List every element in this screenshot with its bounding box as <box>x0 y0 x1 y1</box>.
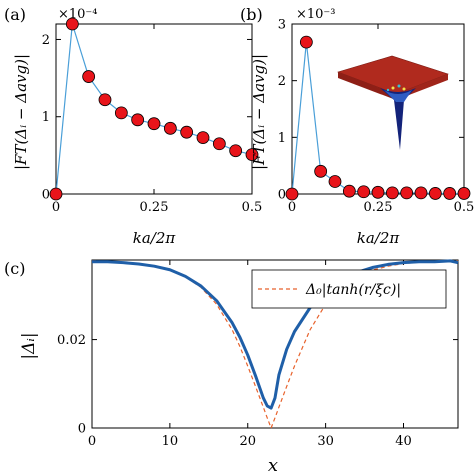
panel-c-marks <box>91 259 459 430</box>
panel-a-point <box>245 148 259 161</box>
panel-c-frame <box>91 259 459 429</box>
panel-b-xtick-label: 0 <box>288 200 296 215</box>
panel-b-marks <box>285 35 471 201</box>
panel-a-point <box>196 131 210 144</box>
panel-b-ytick-label: 2 <box>278 74 286 89</box>
panel-c-xlabel: x <box>268 455 278 476</box>
panel-a-label: (a) <box>4 5 26 24</box>
panel-c-ytick-label: 0.02 <box>57 333 86 348</box>
panel-c-ticks: 0 10 20 30 40 0 0.02 <box>57 260 458 449</box>
panel-c-xtick-label: 20 <box>239 434 256 449</box>
panel-b-ytick-label: 0 <box>278 188 286 203</box>
panel-b-ylabel: |FT(Δᵢ − Δavg)| <box>250 54 268 170</box>
panel-a-ytick-label: 0 <box>42 188 50 203</box>
panel-a-ylabel: |FT(Δᵢ − Δavg)| <box>12 54 30 170</box>
panel-b-point <box>357 185 371 199</box>
legend-fit-label: Δ₀|tanh(r/ξc)| <box>305 282 401 298</box>
panel-b-ticks: 0 0.25 0.5 0 1 2 3 <box>278 18 474 216</box>
panel-c-legend: Δ₀|tanh(r/ξc)| <box>251 269 447 309</box>
panel-c-ylabel: |Δᵢ| <box>19 332 39 359</box>
panel-b-point <box>285 187 299 201</box>
panel-a-axes <box>55 23 253 195</box>
panel-a-point <box>131 113 145 127</box>
panel-a-point <box>49 187 63 201</box>
panel-a-point <box>114 106 128 120</box>
panel-b-point <box>400 186 414 200</box>
panel-c-ytick-label: 0 <box>78 422 86 437</box>
panel-c-label: (c) <box>4 259 25 278</box>
panel-b-point <box>314 164 328 178</box>
panel-b-point <box>443 187 457 200</box>
panel-c-xtick-label: 10 <box>162 434 179 449</box>
panel-b-point <box>457 187 471 200</box>
panel-a-exponent: ×10⁻⁴ <box>58 7 98 22</box>
panel-c-xtick-label: 0 <box>88 434 96 449</box>
panel-b-point <box>385 186 399 200</box>
panel-a-point <box>212 137 226 151</box>
panel-a: (a) ×10⁻⁴ |FT(Δᵢ − Δavg)| ka/2π 0 0.25 0.5… <box>4 5 262 247</box>
panel-a-xlabel: ka/2π <box>133 229 177 247</box>
panel-b-point <box>342 184 356 198</box>
panel-a-ytick-label: 1 <box>42 110 50 125</box>
panel-b-point <box>328 175 342 188</box>
panel-a-ytick-label: 2 <box>42 33 50 48</box>
panel-a-series-line <box>55 23 253 195</box>
panel-b: (b) ×10⁻³ |FT(Δᵢ − Δavg)| ka/2π 0 0.25 0.5… <box>240 5 474 247</box>
panel-a-point <box>163 121 177 135</box>
panel-b-point <box>299 35 313 49</box>
panel-b-point <box>371 185 385 199</box>
panel-b-xtick-label: 0.5 <box>454 200 474 215</box>
panel-a-xtick-label: 0.25 <box>140 200 169 215</box>
panel-a-point <box>82 70 96 83</box>
panel-c-data-line <box>92 259 459 410</box>
panel-a-marks <box>49 17 259 201</box>
panel-c: (c) |Δᵢ| x 0 10 20 30 40 0 0.02 Δ₀|tanh(r/ξc)| <box>4 259 459 476</box>
panel-b-ytick-label: 1 <box>278 131 286 146</box>
legend-box <box>251 269 447 309</box>
panel-c-xtick-label: 30 <box>317 434 334 449</box>
panel-a-ticks: 0 0.25 0.5 0 1 2 <box>42 24 263 215</box>
panel-a-point <box>147 117 161 131</box>
panel-b-xtick-label: 0.25 <box>364 200 393 215</box>
panel-b-label: (b) <box>240 5 263 24</box>
panel-b-inset-surface <box>337 55 449 150</box>
panel-a-xtick-label: 0 <box>52 200 60 215</box>
panel-b-ytick-label: 3 <box>278 18 286 33</box>
panel-a-frame <box>55 23 253 195</box>
panel-a-point <box>98 93 112 107</box>
panel-c-axes <box>91 259 459 429</box>
panel-a-point <box>180 125 194 139</box>
panel-a-point <box>65 17 79 31</box>
panel-b-xlabel: ka/2π <box>357 229 401 247</box>
panel-c-xtick-label: 40 <box>395 434 412 449</box>
panel-a-point <box>229 144 243 158</box>
panel-b-point <box>428 187 442 200</box>
panel-b-exponent: ×10⁻³ <box>296 7 336 22</box>
panel-b-point <box>414 186 428 200</box>
panel-a-xtick-label: 0.5 <box>242 200 263 215</box>
